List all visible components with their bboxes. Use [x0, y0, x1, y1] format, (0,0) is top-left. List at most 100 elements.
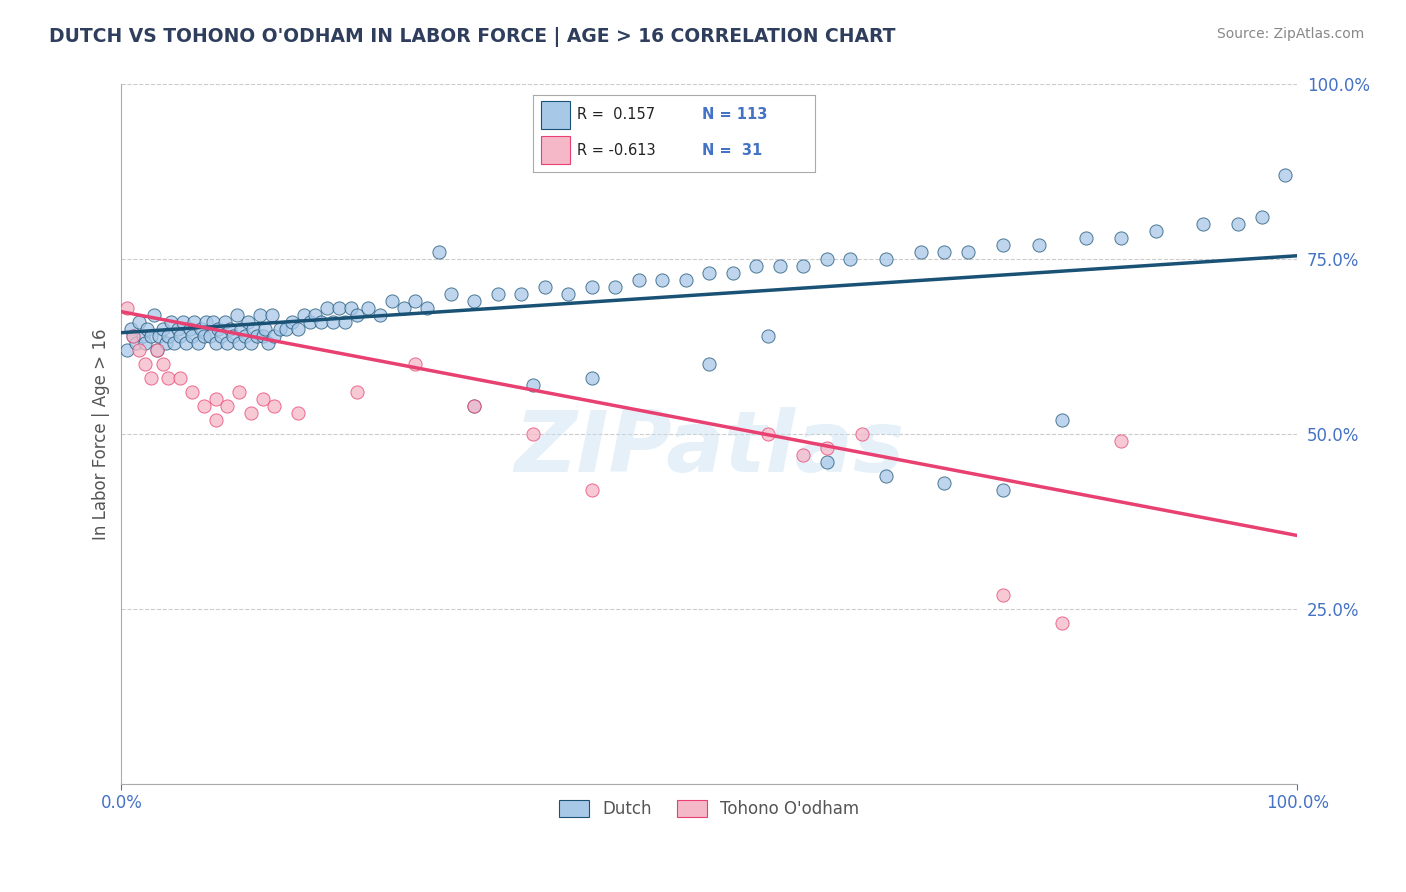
Point	[416, 301, 439, 316]
Point	[190, 322, 212, 336]
Point	[167, 322, 190, 336]
Point	[605, 280, 627, 294]
Point	[169, 329, 191, 343]
Point	[934, 245, 956, 260]
Point	[346, 385, 368, 400]
Point	[169, 371, 191, 385]
Point	[328, 301, 350, 316]
Point	[193, 329, 215, 343]
Point	[287, 406, 309, 420]
Point	[193, 399, 215, 413]
Point	[1192, 217, 1215, 231]
Text: Source: ZipAtlas.com: Source: ZipAtlas.com	[1216, 27, 1364, 41]
Point	[263, 329, 285, 343]
Point	[239, 336, 262, 351]
Point	[815, 455, 838, 469]
Point	[1227, 217, 1250, 231]
Point	[217, 399, 239, 413]
Point	[1251, 211, 1274, 225]
Point	[697, 266, 720, 280]
Point	[231, 322, 253, 336]
Point	[148, 329, 170, 343]
Point	[339, 301, 361, 316]
Point	[209, 329, 232, 343]
Point	[304, 308, 326, 322]
Point	[143, 308, 166, 322]
Point	[333, 315, 356, 329]
Point	[292, 308, 315, 322]
Point	[187, 336, 209, 351]
Point	[581, 371, 603, 385]
Point	[993, 483, 1015, 497]
Point	[298, 315, 321, 329]
Point	[756, 329, 779, 343]
Point	[253, 322, 276, 336]
Point	[157, 371, 180, 385]
Point	[207, 322, 229, 336]
Point	[392, 301, 415, 316]
Point	[815, 441, 838, 455]
Point	[463, 399, 485, 413]
Point	[249, 308, 271, 322]
Point	[117, 301, 139, 316]
Point	[269, 322, 291, 336]
Point	[581, 483, 603, 497]
Point	[204, 392, 226, 406]
Point	[404, 357, 426, 371]
Point	[217, 336, 239, 351]
Point	[242, 322, 264, 336]
Point	[139, 371, 162, 385]
Point	[745, 259, 768, 273]
Point	[233, 329, 256, 343]
Point	[246, 329, 269, 343]
Point	[486, 287, 509, 301]
Point	[1074, 231, 1097, 245]
Text: ZIPatlas: ZIPatlas	[515, 407, 904, 490]
Point	[697, 357, 720, 371]
Point	[122, 329, 145, 343]
Point	[181, 329, 204, 343]
Point	[756, 427, 779, 442]
Point	[131, 329, 153, 343]
Point	[260, 308, 283, 322]
Point	[769, 259, 792, 273]
Point	[263, 399, 285, 413]
Point	[522, 378, 544, 392]
Point	[163, 336, 186, 351]
Point	[155, 336, 177, 351]
Point	[139, 329, 162, 343]
Point	[157, 329, 180, 343]
Point	[440, 287, 463, 301]
Point	[136, 322, 159, 336]
Point	[117, 343, 139, 358]
Point	[1050, 413, 1073, 427]
Point	[404, 294, 426, 309]
Text: DUTCH VS TOHONO O'ODHAM IN LABOR FORCE | AGE > 16 CORRELATION CHART: DUTCH VS TOHONO O'ODHAM IN LABOR FORCE |…	[49, 27, 896, 46]
Point	[381, 294, 404, 309]
Point	[815, 252, 838, 267]
Point	[1109, 434, 1132, 448]
Point	[239, 406, 262, 420]
Point	[124, 336, 146, 351]
Point	[651, 273, 673, 287]
Point	[225, 308, 247, 322]
Point	[792, 448, 814, 462]
Point	[222, 329, 245, 343]
Point	[181, 385, 204, 400]
Point	[145, 343, 167, 358]
Point	[1109, 231, 1132, 245]
Point	[174, 336, 197, 351]
Point	[179, 322, 201, 336]
Point	[1274, 169, 1296, 183]
Point	[287, 322, 309, 336]
Legend: Dutch, Tohono O'odham: Dutch, Tohono O'odham	[553, 793, 866, 824]
Point	[956, 245, 979, 260]
Point	[851, 427, 873, 442]
Point	[1028, 238, 1050, 252]
Point	[357, 301, 380, 316]
Point	[228, 336, 250, 351]
Point	[875, 252, 897, 267]
Point	[993, 588, 1015, 602]
Point	[252, 392, 274, 406]
Point	[218, 322, 240, 336]
